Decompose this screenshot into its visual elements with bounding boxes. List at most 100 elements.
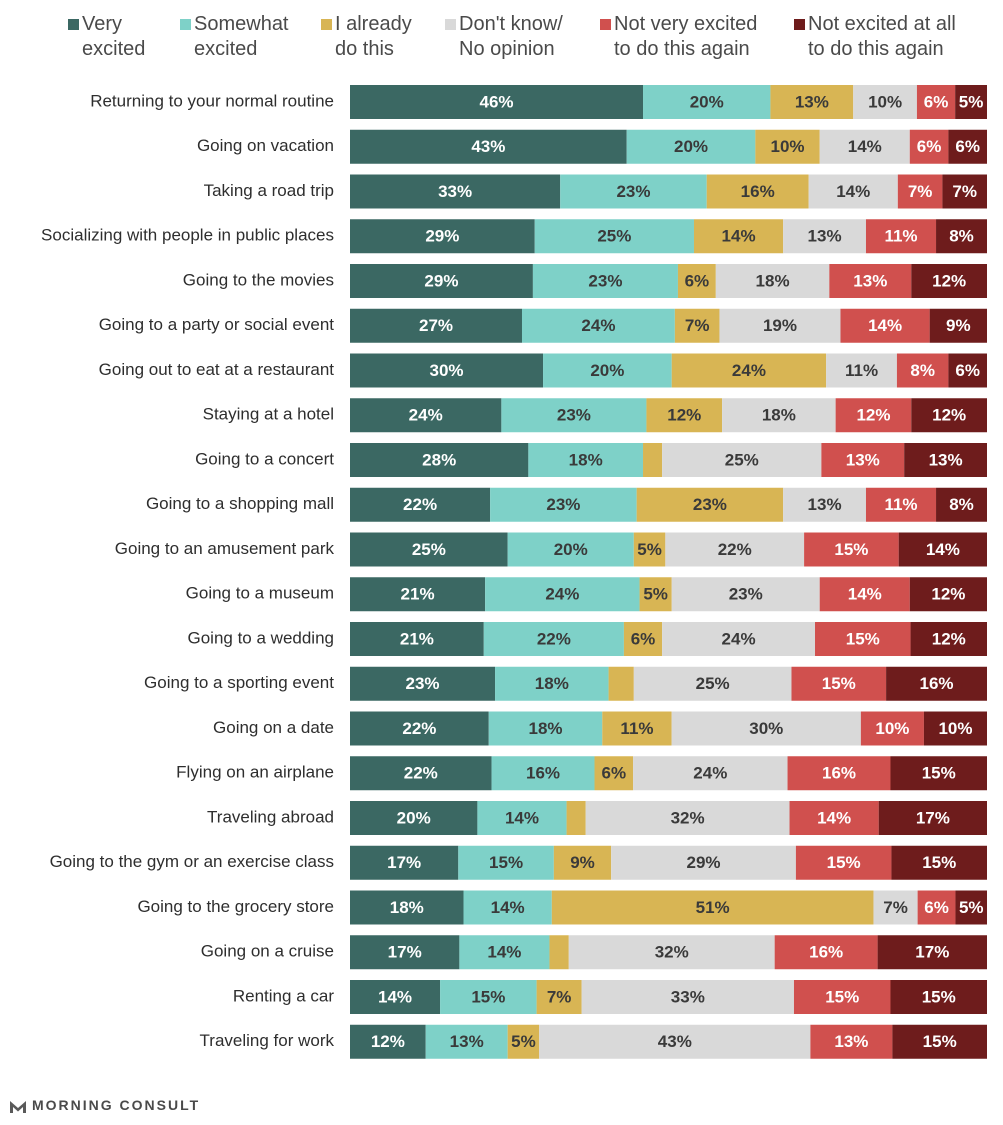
bar-segment <box>568 935 775 970</box>
bar-value-label: 46% <box>479 92 513 111</box>
row-label: Traveling for work <box>200 1031 335 1050</box>
bar-segment <box>783 219 866 254</box>
bar-value-label: 24% <box>722 629 756 648</box>
bar-segment <box>948 353 987 388</box>
bar-segment <box>551 890 874 925</box>
bar-segment <box>865 487 937 522</box>
bar-value-label: 22% <box>403 495 437 514</box>
chart-row: Going to the gym or an exercise class 17%… <box>50 845 987 880</box>
chart-row: Going to a party or social event 27% 24% 7%… <box>99 308 987 343</box>
bar-segment <box>896 353 949 388</box>
bar-segment <box>948 129 987 164</box>
bar-segment <box>892 1024 987 1059</box>
bar-segment <box>911 398 987 433</box>
bar-segment <box>955 85 987 119</box>
bar-value-label: 22% <box>537 629 571 648</box>
bar-segment <box>350 756 492 791</box>
bar-value-label: 15% <box>825 987 859 1006</box>
legend-label: Don't know/ No opinion <box>459 13 563 60</box>
bar-value-label: 6% <box>955 361 980 380</box>
chart-row: Going to a museum 21% 24% 5% 23% 14% 12% <box>186 577 987 612</box>
bar-segment <box>495 666 609 701</box>
row-label: Going on a date <box>213 718 334 737</box>
bar-segment <box>877 935 987 970</box>
bar-segment <box>826 353 897 388</box>
bar-value-label: 14% <box>491 898 525 917</box>
bar-value-label: 5% <box>637 540 662 559</box>
bar-value-label: 23% <box>729 585 763 604</box>
bar-segment <box>929 308 987 343</box>
bar-value-label: 29% <box>425 227 459 246</box>
bar-segment <box>671 577 820 612</box>
bar-value-label: 24% <box>693 764 727 783</box>
row-label: Taking a road trip <box>204 181 334 200</box>
legend-swatch <box>445 19 456 30</box>
bar-segment <box>440 980 537 1014</box>
bar-value-label: 10% <box>875 719 909 738</box>
bar-value-label: 23% <box>616 182 650 201</box>
chart-row: Staying at a hotel 24% 23% 12% 18% 12% 12% <box>203 398 987 433</box>
bar-segment <box>350 174 561 209</box>
bar-segment <box>904 443 987 477</box>
bar-value-label: 15% <box>827 853 861 872</box>
chart-row: Going to a concert 28% 18% 25% 13% 13% <box>195 443 987 477</box>
bar-value-label: 7% <box>908 182 933 201</box>
bar-value-label: 43% <box>471 137 505 156</box>
chart-row: Flying on an airplane 22% 16% 6% 24% 16% 15% <box>176 756 987 791</box>
chart-row: Going to a sporting event 23% 18% 25% 15% 16% <box>144 666 987 701</box>
bar-segment <box>350 308 522 343</box>
bar-value-label: 7% <box>952 182 977 201</box>
bar-segment <box>350 666 496 701</box>
bar-value-label: 32% <box>655 943 689 962</box>
chart-row: Going to the movies 29% 23% 6% 18% 13% 12% <box>183 264 987 298</box>
bar-segment <box>722 398 836 433</box>
chart-row: Traveling abroad 20% 14% 32% 14% 17% <box>207 801 987 835</box>
bar-segment <box>643 443 663 477</box>
bar-value-label: 8% <box>949 227 974 246</box>
bar-value-label: 24% <box>581 316 615 335</box>
bar-segment <box>425 1024 508 1059</box>
bar-segment <box>528 443 644 477</box>
bar-value-label: 13% <box>795 92 829 111</box>
bar-segment <box>909 129 949 164</box>
bar-segment <box>819 577 910 612</box>
bar-value-label: 25% <box>597 227 631 246</box>
bar-segment <box>936 219 987 254</box>
chart-row: Taking a road trip 33% 23% 16% 14% 7% 7% <box>204 174 987 209</box>
bar-segment <box>585 801 790 835</box>
bar-value-label: 6% <box>602 764 627 783</box>
bar-segment <box>485 577 640 612</box>
bar-segment <box>662 443 822 477</box>
chart-row: Going to an amusement park 25% 20% 5% 22% 15%… <box>115 532 987 567</box>
bar-segment <box>853 85 917 119</box>
row-label: Going to a shopping mall <box>146 494 334 513</box>
bar-segment <box>909 577 987 612</box>
bar-segment <box>534 219 694 254</box>
bar-segment <box>783 487 866 522</box>
legend-label: Very excited <box>82 13 146 60</box>
bar-segment <box>581 980 794 1014</box>
bar-value-label: 30% <box>749 719 783 738</box>
chart-row: Going on a cruise 17% 14% 32% 16% 17% <box>201 935 987 970</box>
bar-value-label: 20% <box>397 808 431 827</box>
bar-segment <box>477 801 567 835</box>
bar-value-label: 14% <box>848 585 882 604</box>
chart-legend: Very excited Somewhat excited I already do… <box>0 0 1003 70</box>
bar-segment <box>878 801 987 835</box>
bar-value-label: 23% <box>546 495 580 514</box>
bar-value-label: 7% <box>685 316 710 335</box>
bar-segment <box>955 890 987 925</box>
bar-segment <box>350 622 484 656</box>
bar-value-label: 14% <box>848 137 882 156</box>
bar-segment <box>532 264 678 298</box>
bar-segment <box>774 935 878 970</box>
bar-value-label: 14% <box>926 540 960 559</box>
bar-value-label: 18% <box>535 674 569 693</box>
row-label: Staying at a hotel <box>203 405 334 424</box>
bar-value-label: 9% <box>946 316 971 335</box>
bar-value-label: 11% <box>620 719 653 738</box>
row-label: Traveling abroad <box>207 807 334 826</box>
bar-segment <box>693 219 784 254</box>
row-label: Socializing with people in public places <box>41 226 334 245</box>
bar-value-label: 5% <box>511 1032 536 1051</box>
